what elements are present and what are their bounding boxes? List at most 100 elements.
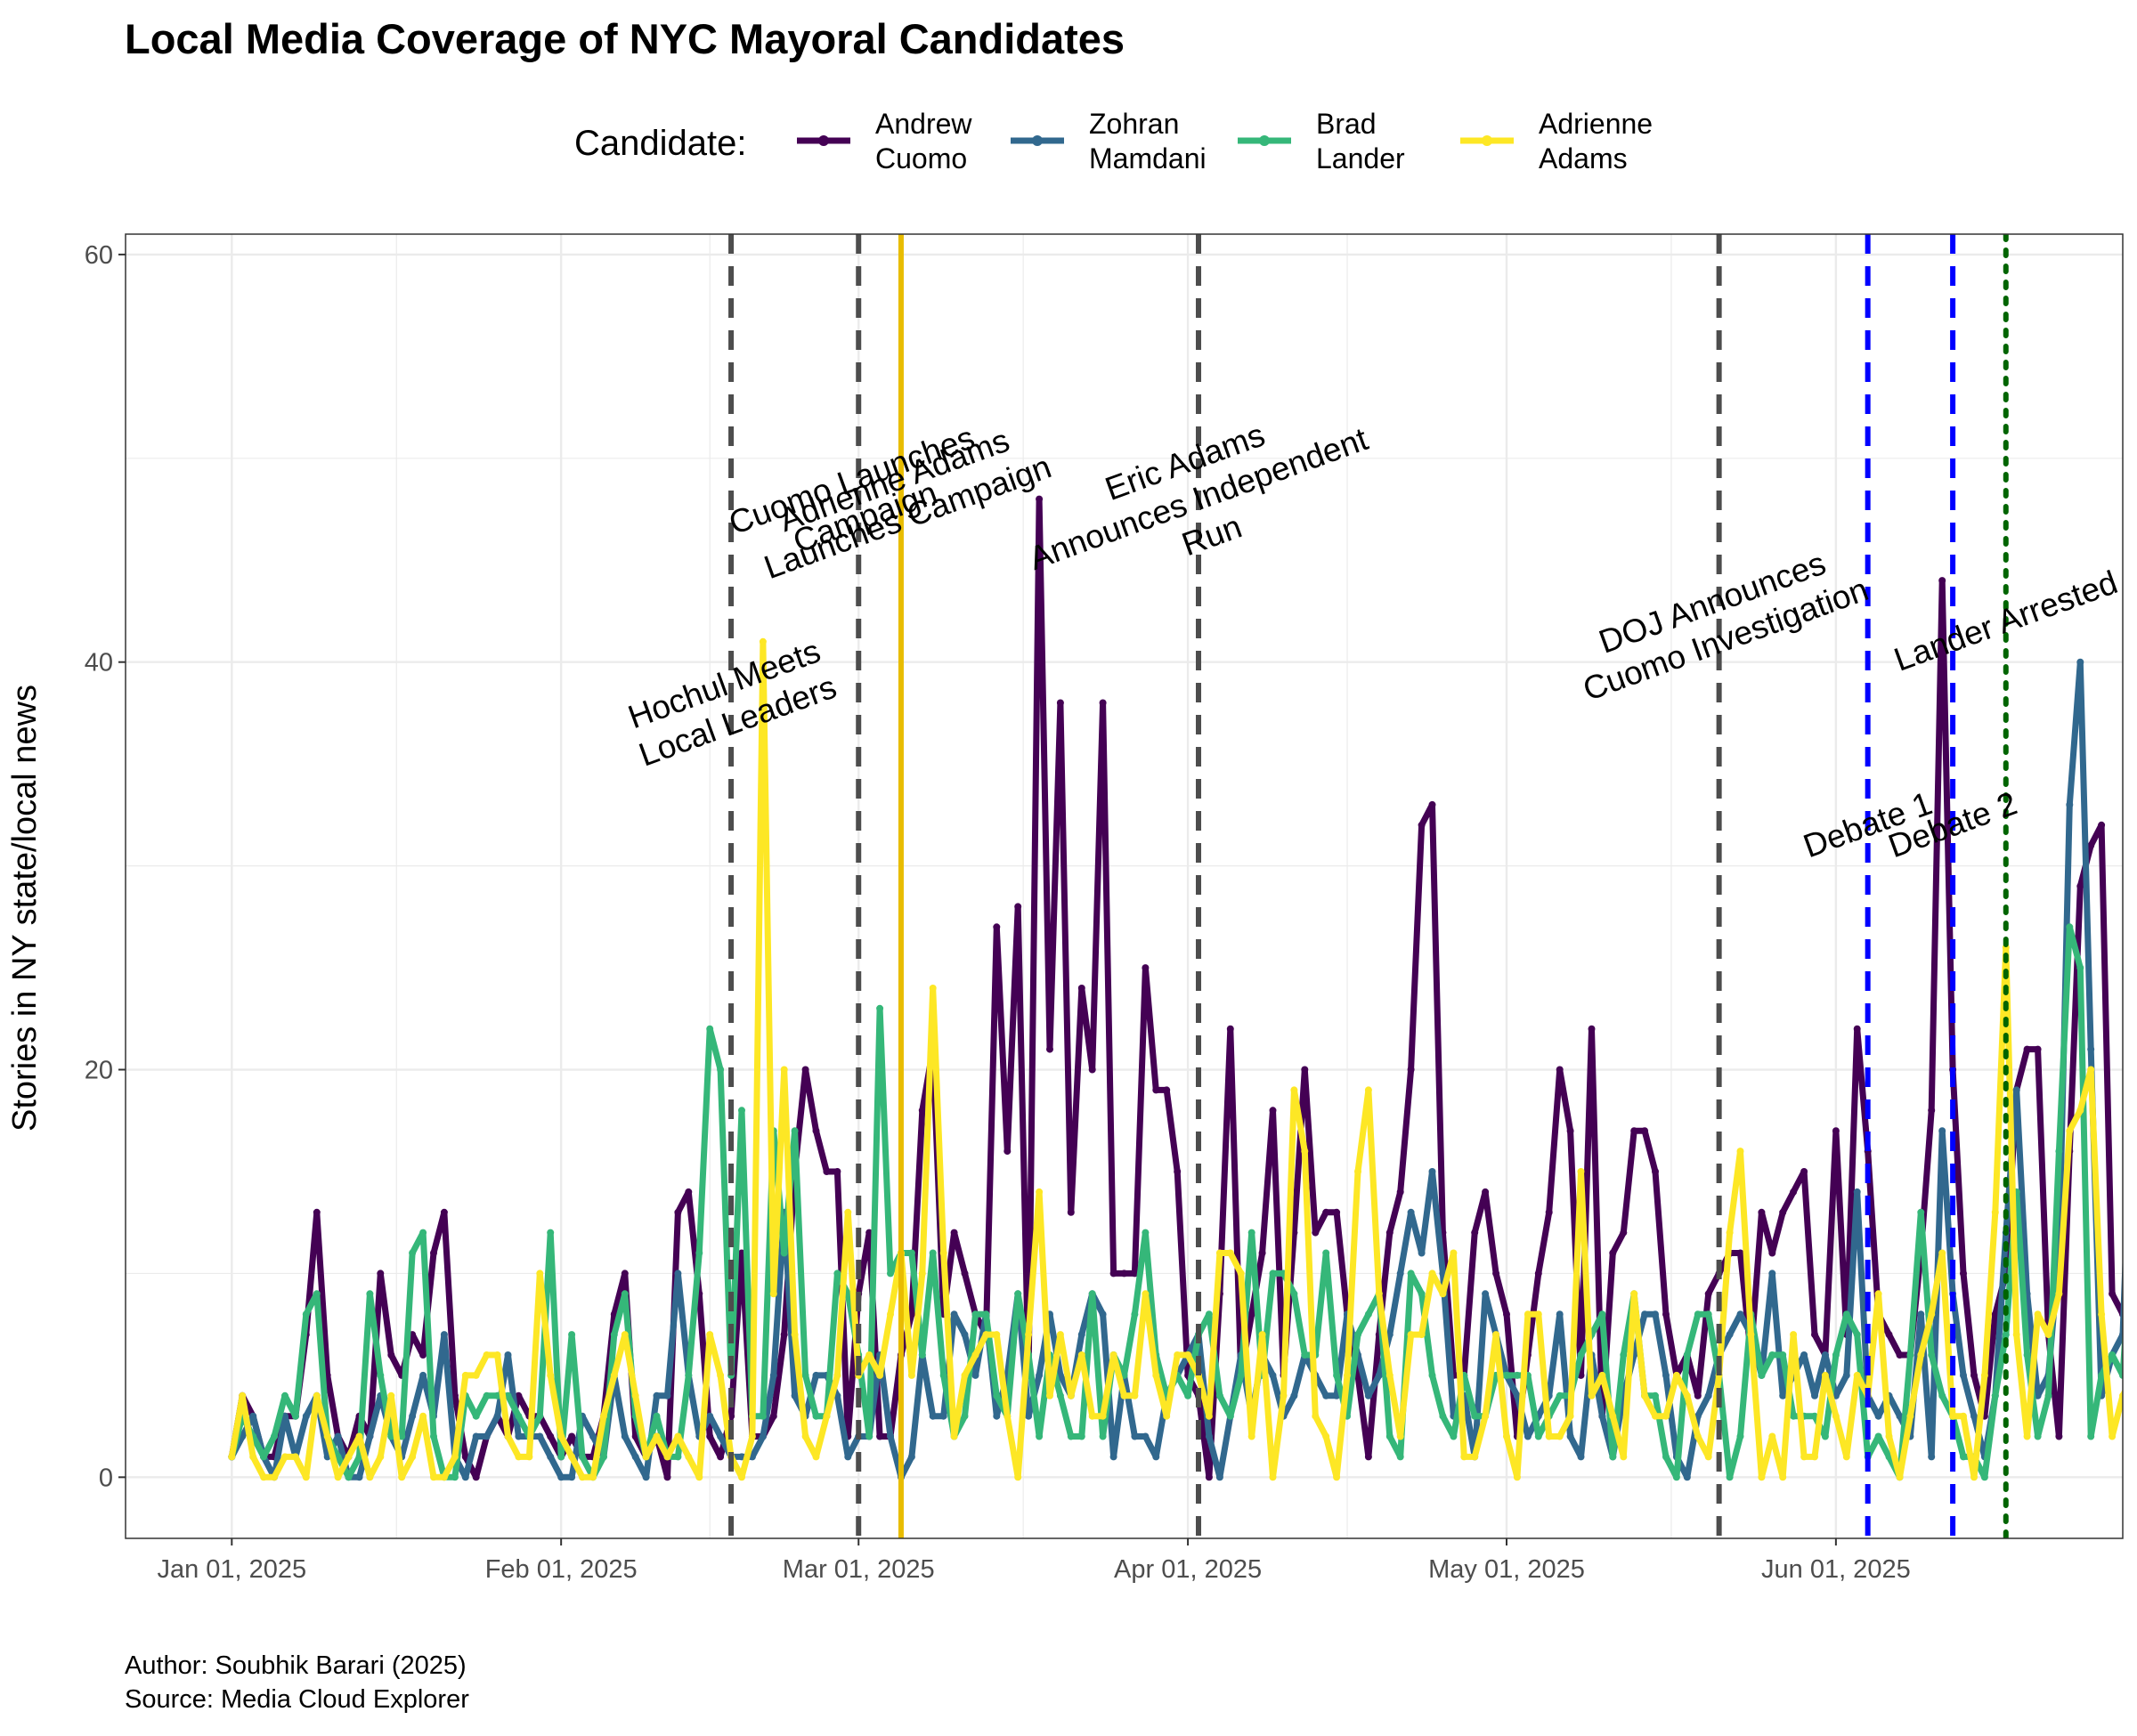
series-point [1428, 800, 1436, 808]
series-point [472, 1432, 480, 1440]
series-point [1014, 903, 1022, 911]
series-point [1609, 1412, 1617, 1420]
series-point [717, 1453, 725, 1461]
series-point [228, 1453, 236, 1461]
series-point [812, 1371, 820, 1379]
x-tick-label: Mar 01, 2025 [783, 1555, 935, 1584]
series-point [1088, 1066, 1096, 1074]
series-point [260, 1473, 268, 1481]
legend-label-line: Brad [1316, 108, 1377, 140]
series-point [1226, 1249, 1234, 1257]
series-point [1534, 1310, 1542, 1318]
series-point [387, 1432, 395, 1440]
legend: Candidate: Andrew Cuomo Zohran Mamdani Brad L… [574, 108, 1653, 174]
series-point [610, 1371, 618, 1379]
series-point [2076, 658, 2084, 666]
series-point [1142, 1432, 1150, 1440]
series-point [1672, 1371, 1680, 1379]
series-point [1333, 1371, 1341, 1379]
series-point [1174, 1168, 1182, 1175]
series-point [1205, 1432, 1213, 1440]
series-point [589, 1432, 597, 1440]
series-point [1694, 1310, 1702, 1318]
series-point [419, 1229, 427, 1237]
series-point [1906, 1351, 1914, 1359]
series-point [1174, 1351, 1182, 1359]
series-point [2034, 1045, 2042, 1053]
series-point [1099, 1432, 1107, 1440]
series-point [1960, 1453, 1967, 1461]
series-point [1652, 1412, 1659, 1420]
event-lines [728, 234, 2009, 1538]
series-point [939, 1412, 947, 1420]
series-point [568, 1473, 576, 1481]
legend-swatch-point [1032, 135, 1043, 146]
series-point [1779, 1208, 1787, 1216]
x-tick-label: Jan 01, 2025 [157, 1555, 306, 1584]
series-point [1247, 1229, 1255, 1237]
series-point [621, 1432, 629, 1440]
series-point [1407, 1208, 1415, 1216]
series-point [801, 1066, 809, 1074]
series-point [1109, 1351, 1117, 1359]
series-point [907, 1249, 915, 1257]
series-point [2023, 1351, 2031, 1359]
series-point [302, 1310, 310, 1318]
series-point [993, 1391, 1001, 1399]
series-point [674, 1208, 682, 1216]
series-point [1322, 1249, 1330, 1257]
series-point [1088, 1290, 1096, 1298]
series-point [504, 1391, 512, 1399]
series-point [493, 1391, 501, 1399]
series-point [621, 1331, 629, 1339]
series-point [1694, 1432, 1702, 1440]
series-point [1407, 1270, 1415, 1278]
series-point [387, 1351, 395, 1359]
series-point [1545, 1208, 1553, 1216]
series-point [769, 1412, 777, 1420]
series-point [1960, 1270, 1967, 1278]
series-point [1598, 1310, 1606, 1318]
legend-label-line: Lander [1316, 142, 1405, 174]
series-point [907, 1310, 915, 1318]
series-point [409, 1249, 417, 1257]
series-point [876, 1371, 884, 1379]
series-point [472, 1412, 480, 1420]
series-point [504, 1432, 512, 1440]
series-point [504, 1351, 512, 1359]
series-point [313, 1290, 321, 1298]
series-point [791, 1391, 799, 1399]
series-point [1736, 1310, 1744, 1318]
series-point [1290, 1391, 1298, 1399]
series-point [1077, 985, 1085, 992]
series-point [1385, 1229, 1394, 1237]
series-point [1439, 1412, 1447, 1420]
series-point [993, 1331, 1001, 1339]
series-point [2087, 841, 2095, 849]
series-point [1853, 1371, 1861, 1379]
series-point [1269, 1270, 1277, 1278]
series-point [1482, 1188, 1490, 1196]
series-point [1258, 1331, 1266, 1339]
series-point [663, 1473, 671, 1481]
series-point [971, 1310, 979, 1318]
series-point [1790, 1331, 1798, 1339]
series-point [1269, 1371, 1277, 1379]
series-point [1247, 1310, 1255, 1318]
series-point [1896, 1412, 1904, 1420]
series-point [334, 1473, 342, 1481]
series-point [1418, 821, 1426, 829]
series-point [483, 1391, 491, 1399]
series-point [993, 923, 1001, 931]
series-line-3 [228, 638, 2123, 1480]
legend-label-line: Cuomo [875, 142, 967, 174]
series-point [2130, 1046, 2137, 1053]
series-point [907, 1453, 915, 1461]
series-point [971, 1351, 979, 1359]
series-point [1853, 1188, 1861, 1196]
series-point [1354, 1168, 1361, 1175]
series-point [1450, 1432, 1458, 1440]
series-point [663, 1391, 671, 1399]
series-point [1396, 1432, 1404, 1440]
series-point [451, 1391, 459, 1399]
